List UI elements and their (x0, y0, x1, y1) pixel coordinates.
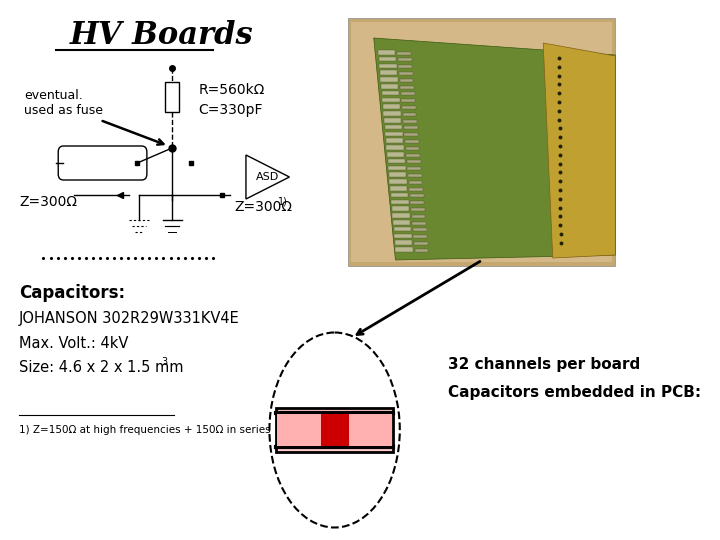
Bar (390, 179, 407, 184)
Bar (402, 106, 416, 109)
Bar (408, 174, 422, 177)
Bar (399, 72, 413, 75)
Bar (413, 235, 427, 238)
Bar (378, 50, 395, 55)
Bar (397, 58, 412, 62)
Bar (407, 160, 420, 163)
Bar (277, 414, 320, 446)
Bar (393, 220, 410, 225)
Bar (348, 414, 392, 446)
Bar (401, 92, 415, 95)
Bar (415, 249, 428, 252)
Text: JOHANSON 302R29W331KV4E: JOHANSON 302R29W331KV4E (19, 310, 240, 326)
Bar (385, 132, 402, 136)
FancyBboxPatch shape (58, 146, 147, 180)
Bar (384, 125, 402, 129)
Bar (408, 167, 421, 170)
Text: Capacitors embedded in PCB:: Capacitors embedded in PCB: (448, 384, 701, 400)
Text: HV Boards: HV Boards (70, 19, 253, 51)
Polygon shape (374, 38, 616, 260)
Bar (388, 166, 405, 170)
Bar (379, 57, 396, 62)
Bar (406, 153, 420, 157)
Bar (408, 181, 423, 184)
Bar (405, 147, 420, 150)
Text: 32 channels per board: 32 channels per board (448, 357, 640, 373)
Bar (382, 91, 399, 95)
Bar (392, 213, 410, 218)
Bar (398, 65, 413, 68)
Bar (410, 194, 423, 197)
Ellipse shape (269, 333, 400, 528)
Bar (391, 200, 409, 204)
Bar (409, 187, 423, 191)
Text: 3: 3 (162, 357, 168, 367)
Bar (387, 159, 405, 163)
Bar (405, 140, 419, 143)
Text: Capacitors:: Capacitors: (19, 284, 125, 302)
Text: ASD: ASD (256, 172, 279, 182)
Bar (384, 111, 401, 116)
Bar (389, 172, 406, 177)
Bar (392, 206, 409, 211)
Text: Z=300Ω: Z=300Ω (19, 195, 77, 209)
Bar (381, 84, 398, 89)
Bar (380, 70, 397, 75)
Bar (412, 221, 426, 225)
Bar (390, 186, 408, 191)
Bar (397, 51, 411, 55)
Bar (383, 104, 400, 109)
Bar (394, 227, 411, 231)
Text: Max. Volt.: 4kV: Max. Volt.: 4kV (19, 335, 128, 350)
Bar (348, 18, 616, 266)
Text: C=330pF: C=330pF (198, 103, 263, 117)
Bar (380, 77, 398, 82)
Bar (165, 82, 179, 112)
Bar (412, 215, 426, 218)
Bar (413, 228, 427, 231)
Text: eventual.
used as fuse: eventual. used as fuse (24, 89, 104, 117)
Bar (384, 118, 402, 123)
Bar (404, 126, 418, 129)
Bar (395, 240, 413, 245)
Bar (320, 414, 348, 446)
Bar (379, 64, 397, 68)
Text: 1) Z=150Ω at high frequencies + 150Ω in series: 1) Z=150Ω at high frequencies + 150Ω in … (19, 425, 271, 435)
Bar (414, 242, 428, 245)
Bar (276, 408, 393, 452)
Bar (410, 201, 424, 204)
Bar (401, 99, 415, 102)
Bar (382, 98, 400, 102)
Text: R=560kΩ: R=560kΩ (198, 83, 264, 97)
Bar (386, 138, 403, 143)
Bar (403, 119, 417, 123)
Polygon shape (246, 155, 289, 199)
Polygon shape (543, 43, 616, 258)
Bar (391, 193, 408, 197)
Bar (351, 22, 612, 262)
Text: 1): 1) (278, 197, 288, 207)
Bar (387, 152, 405, 157)
Bar (395, 234, 412, 238)
Text: Size: 4.6 x 2 x 1.5 mm: Size: 4.6 x 2 x 1.5 mm (19, 361, 184, 375)
Bar (395, 247, 413, 252)
Bar (400, 79, 413, 82)
Bar (402, 113, 416, 116)
Text: Z=300Ω: Z=300Ω (235, 200, 292, 214)
Bar (411, 208, 425, 211)
Bar (400, 85, 414, 89)
Bar (405, 133, 418, 136)
Bar (387, 145, 404, 150)
